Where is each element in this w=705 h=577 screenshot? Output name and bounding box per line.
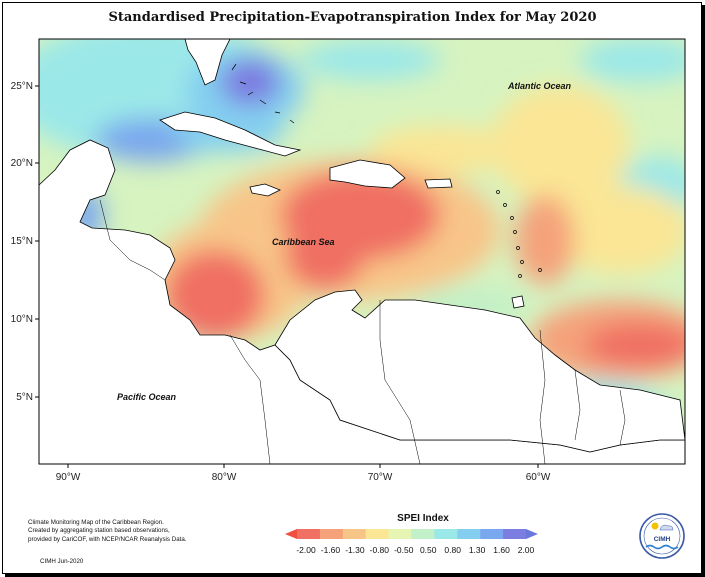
cuba-land (159, 111, 302, 157)
atlantic-ocean-label: Atlantic Ocean (507, 81, 572, 91)
trinidad-land (511, 295, 525, 309)
legend-tick-label: -1.30 (345, 545, 365, 555)
lon-label-80: 80°W (212, 472, 237, 483)
legend-swatch (480, 529, 504, 539)
puerto-rico-land (424, 178, 453, 189)
legend-swatch (297, 529, 321, 539)
lat-label-25: 25°N (11, 81, 33, 92)
latitude-axis: 25°N 20°N 15°N 10°N 5°N (11, 81, 39, 403)
legend-swatch (319, 529, 344, 539)
logo-text: CIMH (654, 536, 671, 543)
legend-ticks: -2.00 -1.60 -1.30 -0.80 -0.50 0.50 0.80 1.30 1.6… (296, 545, 534, 555)
wave-icon (645, 544, 679, 550)
legend-tick-label: 1.30 (469, 545, 486, 555)
legend-tick-label: 2.00 (518, 545, 535, 555)
small-islands (231, 63, 542, 278)
landmasses (39, 39, 685, 464)
lon-label-70: 70°W (368, 472, 393, 483)
hispaniola-land (329, 159, 406, 189)
legend-title: SPEI Index (397, 513, 449, 524)
legend-colorbar (285, 529, 538, 539)
spei-legend: SPEI Index -2.00 -1.60 -1.30 -0.80 -0.50 0.50… (285, 513, 538, 555)
lon-label-90: 90°W (56, 472, 81, 483)
legend-tick-label: -1.60 (321, 545, 341, 555)
spei-field (39, 39, 685, 464)
legend-tick-label: 0.80 (444, 545, 461, 555)
credits-line-3: provided by CariCOF, with NCEP/NCAR Rean… (28, 535, 187, 543)
credits-date: CIMH Jun-2020 (40, 558, 84, 565)
map-title: Standardised Precipitation-Evapotranspir… (108, 10, 597, 25)
legend-tick-label: -0.80 (370, 545, 390, 555)
florida-land (184, 39, 231, 86)
legend-tick-label: -0.50 (394, 545, 414, 555)
credits-line-2: Created by aggregating station based obs… (28, 527, 170, 535)
cimh-logo: CIMH (639, 513, 685, 559)
pacific-ocean-label: Pacific Ocean (117, 392, 177, 402)
plot-border (38, 38, 686, 465)
map-credits: Climate Monitoring Map of the Caribbean … (28, 519, 248, 544)
legend-arrow-low (285, 529, 297, 539)
caribbean-sea-label: Caribbean Sea (272, 237, 335, 247)
lat-label-20: 20°N (11, 158, 33, 169)
legend-swatch (503, 529, 527, 539)
lat-label-15: 15°N (11, 236, 33, 247)
legend-arrow-high (526, 529, 538, 539)
credits-line-1: Climate Monitoring Map of the Caribbean … (28, 519, 164, 526)
legend-swatch (434, 529, 458, 539)
longitude-axis: 90°W 80°W 70°W 60°W (56, 464, 551, 483)
legend-tick-label: -2.00 (296, 545, 316, 555)
country-borders (99, 199, 626, 464)
lon-label-60: 60°W (526, 472, 551, 483)
lat-label-5: 5°N (16, 392, 33, 403)
legend-swatch (365, 529, 390, 539)
cloud-icon (659, 524, 674, 531)
sun-icon (651, 522, 659, 530)
legend-swatch (457, 529, 481, 539)
lat-label-10: 10°N (11, 314, 33, 325)
legend-tick-label: 0.50 (420, 545, 437, 555)
legend-swatch (388, 529, 412, 539)
jamaica-land (249, 183, 281, 197)
legend-swatch (342, 529, 367, 539)
legend-swatch (411, 529, 435, 539)
south-america-land (274, 289, 685, 453)
legend-tick-label: 1.60 (493, 545, 510, 555)
